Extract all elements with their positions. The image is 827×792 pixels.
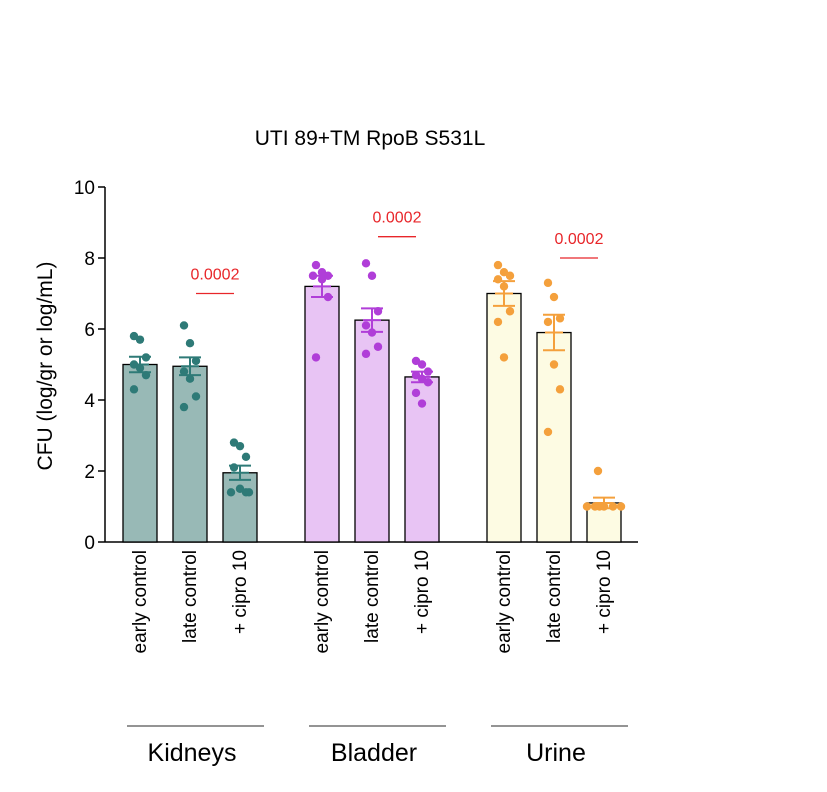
data-point xyxy=(417,360,427,369)
data-point xyxy=(244,488,254,497)
bar xyxy=(222,472,258,543)
data-point xyxy=(226,488,236,497)
data-point xyxy=(361,349,371,359)
data-point xyxy=(411,388,421,398)
category-label: early control xyxy=(494,550,515,654)
category-label: + cipro 10 xyxy=(230,550,251,634)
data-point xyxy=(593,466,603,476)
data-point xyxy=(499,353,509,362)
data-point xyxy=(582,502,592,511)
data-point xyxy=(135,335,145,344)
data-point xyxy=(235,441,245,451)
category-label: early control xyxy=(130,550,151,654)
plot-area: 0 2 4 6 8 10 early control late control + cipro … xyxy=(74,178,638,767)
data-point xyxy=(543,427,553,437)
bar xyxy=(172,365,208,543)
category-label: late control xyxy=(180,550,201,643)
category-label: late control xyxy=(362,550,383,643)
data-point xyxy=(493,275,503,284)
group-label: Urine xyxy=(526,739,586,767)
y-tick-label: 2 xyxy=(84,462,95,483)
p-value-label: 0.0002 xyxy=(373,210,422,227)
y-tick-label: 6 xyxy=(84,320,95,341)
y-tick-label: 4 xyxy=(84,391,95,412)
data-point xyxy=(505,271,515,280)
data-point xyxy=(543,317,553,327)
data-point xyxy=(185,339,195,348)
data-point xyxy=(241,452,251,461)
p-value-label: 0.0002 xyxy=(555,231,604,248)
data-point xyxy=(493,317,503,327)
data-point xyxy=(191,392,201,401)
data-point xyxy=(616,502,626,511)
y-tick-label: 8 xyxy=(84,249,95,270)
chart-title: UTI 89+TM RpoB S531L xyxy=(255,127,486,150)
data-point xyxy=(179,367,189,376)
data-point xyxy=(373,342,383,351)
category-label: early control xyxy=(312,550,333,654)
data-point xyxy=(311,353,321,362)
category-label: + cipro 10 xyxy=(594,550,615,634)
group-label: Kidneys xyxy=(148,739,237,767)
data-point xyxy=(191,356,201,366)
data-point xyxy=(493,260,503,270)
y-tick-label: 0 xyxy=(84,533,95,554)
data-point xyxy=(179,321,189,330)
data-point xyxy=(543,278,553,288)
data-point xyxy=(179,402,189,412)
data-point xyxy=(311,260,321,270)
y-tick-label: 10 xyxy=(74,178,95,199)
data-point xyxy=(229,463,239,472)
bar xyxy=(304,285,340,543)
data-point xyxy=(555,385,565,394)
data-point xyxy=(367,271,377,280)
p-value-label: 0.0002 xyxy=(191,267,240,284)
data-point xyxy=(417,399,427,408)
group-label: Bladder xyxy=(331,739,417,767)
data-point xyxy=(361,259,371,268)
data-point xyxy=(549,292,559,302)
y-axis-label: CFU (log/gr or log/mL) xyxy=(34,262,57,471)
data-point xyxy=(185,374,195,383)
bar xyxy=(486,292,522,543)
data-point xyxy=(555,314,565,323)
data-point xyxy=(361,321,371,330)
category-label: late control xyxy=(544,550,565,643)
data-point xyxy=(129,385,139,394)
data-point xyxy=(505,307,515,316)
category-label: + cipro 10 xyxy=(412,550,433,634)
data-point xyxy=(549,360,559,369)
bar xyxy=(122,363,158,543)
bar xyxy=(354,319,390,543)
